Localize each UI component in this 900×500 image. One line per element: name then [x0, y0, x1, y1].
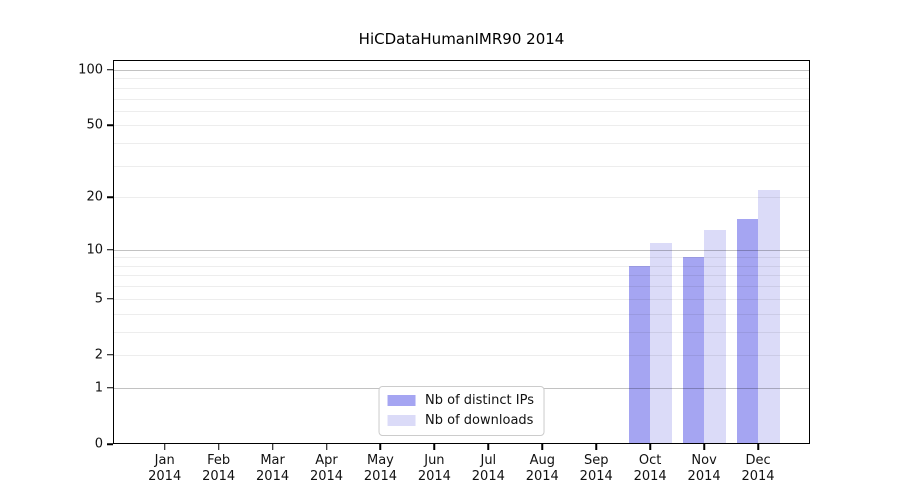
legend-label-downloads: Nb of downloads	[425, 413, 534, 428]
y-tick-10	[107, 248, 113, 251]
bar-nov-distinct-ips	[682, 257, 705, 444]
legend-swatch-downloads-icon	[387, 415, 416, 426]
gridline-40	[113, 143, 810, 145]
gridline-30	[113, 165, 810, 167]
gridline-6	[113, 286, 810, 288]
legend: Nb of distinct IPs Nb of downloads	[378, 386, 545, 436]
y-tick-label-100: 100	[78, 62, 103, 78]
x-tick-mar	[271, 444, 274, 450]
x-tick-feb	[217, 444, 220, 450]
x-tick-label-mar: Mar 2014	[256, 453, 290, 484]
plot-area: 0 1 2 5 10 20 50 100 Jan 2014 Feb 2014 Mar 2014 Apr 201…	[78, 60, 810, 484]
x-tick-jun	[433, 444, 436, 450]
x-tick-label-may: May 2014	[363, 453, 397, 484]
x-tick-jul	[487, 444, 490, 450]
x-tick-label-apr: Apr 2014	[309, 453, 344, 484]
x-tick-oct	[649, 444, 651, 450]
x-tick-may	[379, 444, 382, 450]
x-tick-aug	[541, 444, 544, 450]
gridline-50	[113, 125, 810, 127]
y-tick-label-2: 2	[94, 347, 103, 363]
x-tick-nov	[703, 444, 705, 450]
x-tick-label-jul: Jul 2014	[471, 453, 505, 484]
gridline-7	[113, 275, 810, 277]
y-tick-5	[107, 298, 113, 300]
x-tick-label-dec: Dec 2014	[741, 453, 775, 484]
y-tick-label-1: 1	[94, 380, 103, 396]
gridline-3	[113, 331, 810, 333]
y-tick-label-5: 5	[94, 291, 103, 307]
y-tick-label-10: 10	[86, 242, 103, 258]
x-tick-apr	[325, 444, 328, 450]
legend-swatch-distinct-ips-icon	[387, 395, 416, 406]
gridline-2	[113, 354, 810, 356]
x-tick-label-oct: Oct 2014	[633, 453, 667, 484]
y-tick-label-20: 20	[86, 189, 103, 205]
gridline-10	[113, 249, 810, 251]
x-tick-label-aug: Aug 2014	[525, 453, 559, 484]
gridline-70	[113, 98, 810, 100]
legend-item-distinct-ips: Nb of distinct IPs	[387, 393, 534, 408]
y-tick-0	[107, 443, 113, 445]
gridline-20	[113, 197, 810, 199]
x-tick-sep	[595, 444, 597, 450]
x-tick-label-nov: Nov 2014	[687, 453, 721, 484]
x-tick-label-jun: Jun 2014	[417, 453, 451, 484]
y-tick-label-0: 0	[94, 436, 103, 452]
x-tick-dec	[757, 444, 759, 450]
y-tick-100	[107, 69, 113, 71]
chart-title: HiCDataHumanIMR90 2014	[358, 30, 565, 48]
gridline-5	[113, 298, 810, 300]
bars-layer	[113, 60, 810, 444]
bar-oct-distinct-ips	[628, 265, 651, 444]
y-tick-2	[107, 354, 113, 356]
gridline-60	[113, 110, 810, 112]
bar-dec-distinct-ips	[736, 219, 759, 444]
gridline-100	[113, 69, 810, 71]
x-tick-jan	[163, 444, 166, 450]
axis-layer: 0 1 2 5 10 20 50 100 Jan 2014 Feb 2014 Mar 2014 Apr 201…	[78, 60, 810, 484]
x-tick-label-sep: Sep 2014	[579, 453, 613, 484]
y-tick-1	[107, 387, 113, 389]
x-tick-label-feb: Feb 2014	[202, 453, 236, 484]
bar-nov-downloads	[704, 230, 726, 444]
y-tick-50	[107, 124, 113, 127]
y-tick-label-50: 50	[86, 117, 103, 133]
bar-oct-downloads	[650, 242, 672, 444]
legend-label-distinct-ips: Nb of distinct IPs	[425, 393, 534, 408]
gridline-90	[113, 78, 810, 80]
y-tick-20	[107, 196, 113, 199]
gridline-4	[113, 313, 810, 315]
gridline-9	[113, 257, 810, 259]
legend-item-downloads: Nb of downloads	[387, 413, 534, 428]
bar-dec-downloads	[758, 189, 780, 444]
x-tick-label-jan: Jan 2014	[148, 453, 182, 484]
grid-layer	[113, 60, 810, 444]
gridline-8	[113, 265, 810, 267]
gridline-80	[113, 87, 810, 89]
